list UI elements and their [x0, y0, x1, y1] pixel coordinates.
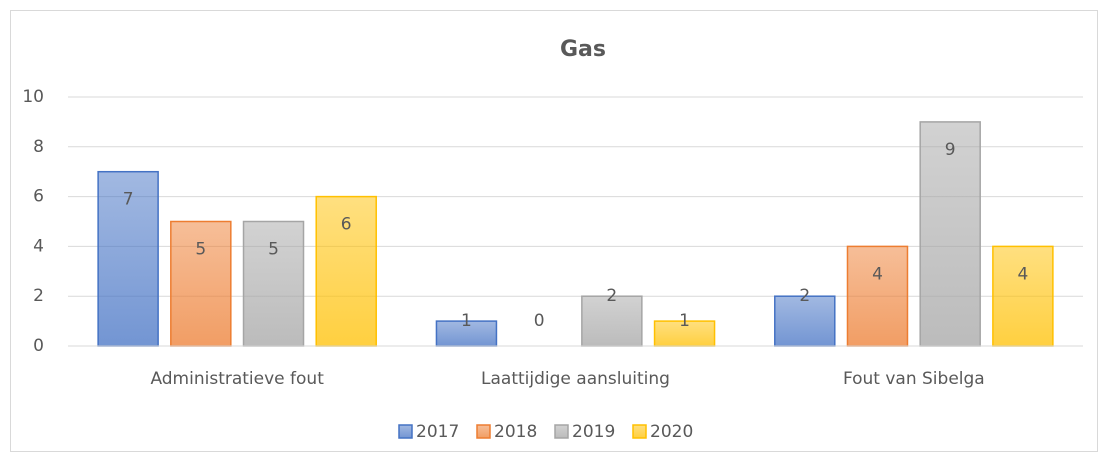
data-label: 0	[534, 311, 545, 331]
data-label: 1	[461, 311, 472, 331]
legend-swatch	[398, 424, 413, 439]
data-label: 4	[1017, 264, 1028, 284]
data-label: 4	[872, 264, 883, 284]
bar	[919, 121, 981, 347]
bar	[170, 220, 232, 347]
data-label: 2	[606, 286, 617, 306]
x-tick-label: Fout van Sibelga	[843, 369, 985, 389]
data-label: 1	[679, 311, 690, 331]
y-tick-label: 0	[33, 336, 44, 356]
legend-swatch	[554, 424, 569, 439]
legend-label: 2017	[416, 422, 459, 442]
data-label: 6	[341, 215, 352, 235]
data-label: 2	[799, 286, 810, 306]
legend-label: 2019	[572, 422, 615, 442]
bar	[992, 245, 1054, 347]
x-tick-label: Administratieve fout	[150, 369, 324, 389]
y-tick-label: 10	[22, 87, 44, 107]
bar	[653, 320, 716, 347]
bar	[846, 245, 909, 347]
legend-label: 2018	[494, 422, 537, 442]
bar	[581, 295, 643, 347]
legend-swatch	[632, 424, 647, 439]
bar	[435, 320, 498, 347]
data-label: 7	[123, 190, 134, 210]
y-tick-label: 6	[33, 187, 44, 207]
y-tick-label: 4	[33, 236, 44, 256]
data-label: 5	[268, 240, 279, 260]
x-tick-label: Laattijdige aansluiting	[481, 369, 670, 389]
chart-title: Gas	[560, 37, 606, 62]
y-tick-label: 2	[33, 286, 44, 306]
legend-swatch	[476, 424, 491, 439]
y-tick-label: 8	[33, 137, 44, 157]
legend-label: 2020	[650, 422, 693, 442]
bar	[97, 170, 159, 347]
data-label: 5	[195, 240, 206, 260]
bar	[242, 220, 305, 347]
data-label: 9	[945, 140, 956, 160]
bar	[315, 195, 377, 347]
